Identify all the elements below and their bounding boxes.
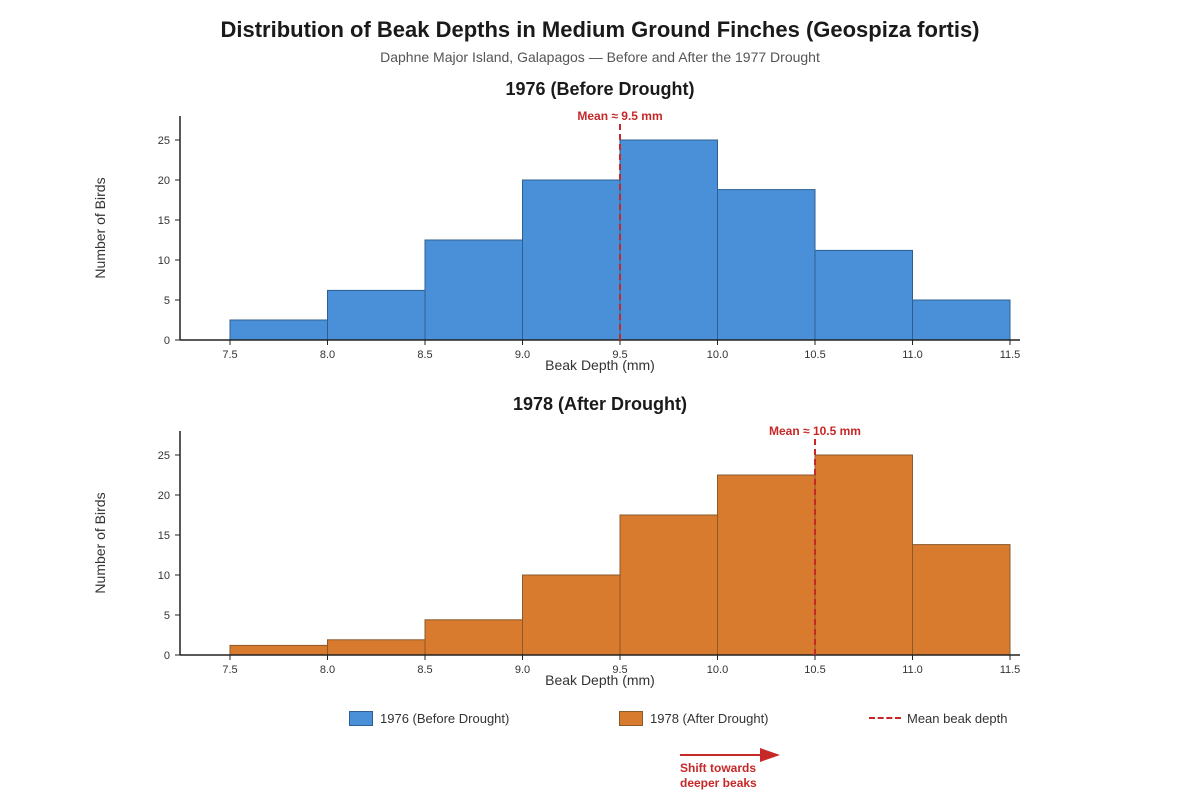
shift-arrow-head [760,748,780,762]
after-panel-title: 1978 (After Drought) [513,394,687,414]
after-x-tick-label: 7.5 [222,664,237,676]
after-bar-5 [619,514,718,656]
before-y-tick-label: 20 [158,175,170,187]
after-bar-8 [912,544,1011,656]
before-panel-title: 1976 (Before Drought) [505,79,694,99]
before-x-axis-label: Beak Depth (mm) [545,357,655,373]
after-x-tick-label: 9.5 [612,664,627,676]
after-x-tick-label: 10.0 [707,664,728,676]
before-x-tick-label: 11.5 [1000,349,1021,361]
before-mean-label: Mean ≈ 9.5 mm [577,109,662,123]
before-x-tick-label: 9.5 [612,349,627,361]
before-bar-5 [619,139,718,341]
shift-annotation-line1: Shift towards [680,761,756,775]
after-mean-label: Mean ≈ 10.5 mm [769,424,861,438]
before-bar-6 [717,189,816,341]
shift-annotation-line2: deeper beaks [680,776,757,790]
before-y-tick-label: 0 [164,335,170,347]
legend-swatch-before [349,710,373,726]
after-y-axis-label: Number of Birds [92,492,108,593]
after-bar-3 [424,619,523,656]
legend-swatch-mean [869,717,901,719]
chart-subtitle: Daphne Major Island, Galapagos — Before … [380,49,820,65]
after-y-tick-label: 25 [158,450,170,462]
before-y-tick-label: 10 [158,255,170,267]
after-bar-4 [522,574,621,656]
before-x-tick-label: 11.0 [902,349,923,361]
after-bar-2 [327,639,426,656]
after-bar-6 [717,474,816,656]
before-x-tick-label: 7.5 [222,349,237,361]
before-x-tick-label: 10.5 [804,349,825,361]
before-x-tick-label: 8.0 [320,349,335,361]
legend-item-after: 1978 (After Drought) [619,709,769,727]
legend-item-before: 1976 (Before Drought) [349,709,509,727]
before-y-axis-label: Number of Birds [92,177,108,278]
after-x-tick-label: 9.0 [515,664,530,676]
after-x-axis-label: Beak Depth (mm) [545,672,655,688]
after-x-tick-label: 8.5 [417,664,432,676]
after-bar-1 [229,644,328,656]
legend-swatch-after [619,710,643,726]
after-y-tick-label: 15 [158,530,170,542]
after-y-tick-label: 10 [158,570,170,582]
before-y-tick-label: 15 [158,215,170,227]
legend-item-mean: Mean beak depth [869,709,1007,727]
chart-title: Distribution of Beak Depths in Medium Gr… [220,17,980,42]
before-y-tick-label: 5 [164,295,170,307]
after-x-tick-label: 11.0 [902,664,923,676]
after-bar-7 [814,454,913,656]
after-y-tick-label: 20 [158,490,170,502]
legend-label-mean: Mean beak depth [907,710,1008,726]
legend-label-after: 1978 (After Drought) [650,710,769,726]
before-bar-4 [522,179,621,341]
before-bar-7 [814,249,913,341]
before-y-tick-label: 25 [158,135,170,147]
before-x-tick-label: 8.5 [417,349,432,361]
before-bar-1 [229,319,328,341]
before-x-tick-label: 10.0 [707,349,728,361]
after-x-tick-label: 10.5 [804,664,825,676]
after-y-tick-label: 5 [164,610,170,622]
after-x-tick-label: 8.0 [320,664,335,676]
before-bar-3 [424,239,523,341]
legend-label-before: 1976 (Before Drought) [380,710,510,726]
before-x-tick-label: 9.0 [515,349,530,361]
after-y-tick-label: 0 [164,650,170,662]
before-bar-8 [912,299,1011,341]
before-bar-2 [327,289,426,341]
after-x-tick-label: 11.5 [1000,664,1021,676]
